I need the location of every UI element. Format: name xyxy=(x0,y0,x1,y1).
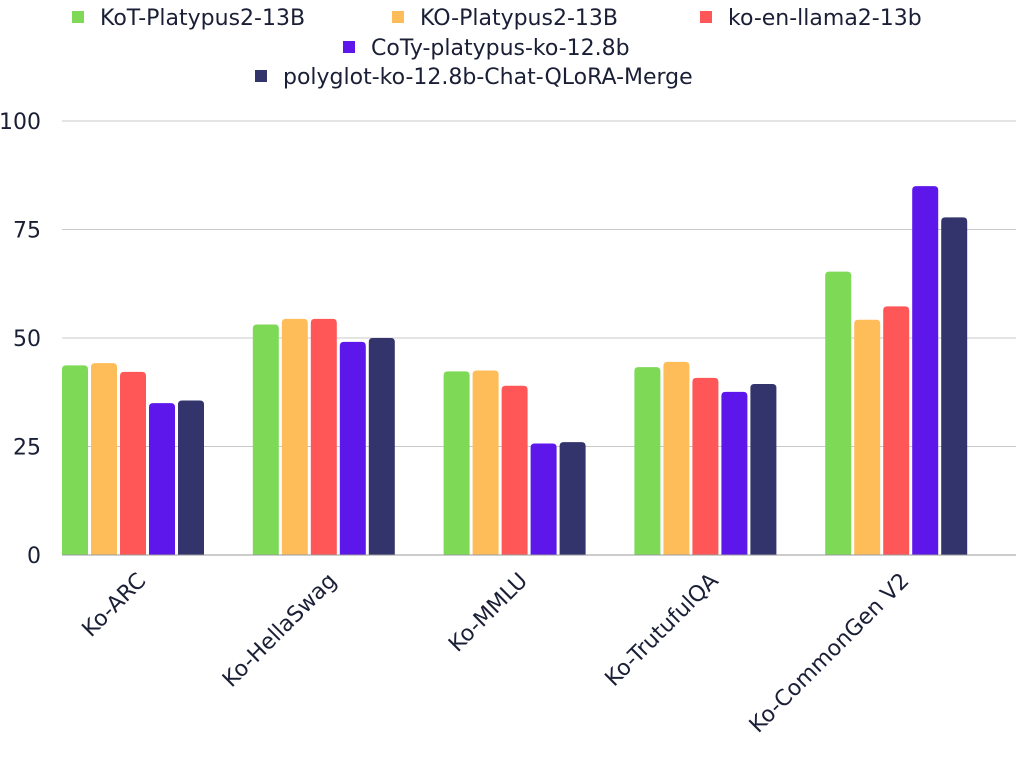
bar-1-3 xyxy=(339,341,366,555)
y-tick-label: 100 xyxy=(0,110,41,135)
x-tick-label: Ko-HellaSwag xyxy=(218,569,342,693)
legend-swatch xyxy=(72,11,84,23)
bar-3-0 xyxy=(634,367,661,555)
bar-2-0 xyxy=(443,371,470,555)
bar-4-1 xyxy=(854,319,881,555)
bar-2-4 xyxy=(559,442,586,555)
legend-swatch xyxy=(343,41,355,53)
bar-2-2 xyxy=(501,385,528,555)
y-tick-label: 50 xyxy=(13,327,41,352)
bar-4-4 xyxy=(941,217,968,555)
bar-0-2 xyxy=(120,371,146,555)
bar-3-4 xyxy=(750,384,777,555)
bar-3-2 xyxy=(692,377,719,555)
legend-swatch xyxy=(700,11,712,23)
x-tick-label: Ko-ARC xyxy=(78,569,152,643)
x-tick-label: Ko-MMLU xyxy=(444,569,533,658)
legend: KoT-Platypus2-13B KO-Platypus2-13B ko-en-l… xyxy=(72,6,922,90)
bar-4-0 xyxy=(825,271,852,555)
y-tick-label: 0 xyxy=(27,544,41,569)
bar-1-1 xyxy=(281,318,308,555)
bar-4-2 xyxy=(883,306,910,555)
y-tick-label: 25 xyxy=(13,436,41,461)
bar-3-3 xyxy=(721,391,748,555)
bars xyxy=(62,186,968,555)
bar-0-4 xyxy=(178,400,204,555)
bar-0-1 xyxy=(91,363,117,555)
legend-swatch xyxy=(255,70,267,82)
x-tick-label: Ko-CommonGen V2 xyxy=(745,569,915,739)
bar-2-3 xyxy=(530,443,557,555)
bar-0-0 xyxy=(62,365,88,555)
bar-1-0 xyxy=(252,324,279,555)
bar-3-1 xyxy=(663,361,690,555)
bar-1-2 xyxy=(310,318,337,555)
legend-label: ko-en-llama2-13b xyxy=(728,6,922,31)
y-tick-label: 75 xyxy=(13,219,41,244)
bar-0-3 xyxy=(149,403,175,555)
x-axis: Ko-ARC Ko-HellaSwag Ko-MMLU Ko-TrutufulQA Ko… xyxy=(78,569,915,739)
y-axis: 0 25 50 75 100 xyxy=(0,110,41,569)
legend-label: KoT-Platypus2-13B xyxy=(100,6,305,31)
x-tick-label: Ko-TrutufulQA xyxy=(601,569,724,692)
legend-label: KO-Platypus2-13B xyxy=(420,6,618,31)
legend-label: polyglot-ko-12.8b-Chat-QLoRA-Merge xyxy=(283,65,693,90)
bar-4-3 xyxy=(912,186,939,555)
legend-label: CoTy-platypus-ko-12.8b xyxy=(371,36,630,61)
bar-2-1 xyxy=(472,370,499,555)
bar-1-4 xyxy=(368,338,395,555)
legend-swatch xyxy=(392,11,404,23)
